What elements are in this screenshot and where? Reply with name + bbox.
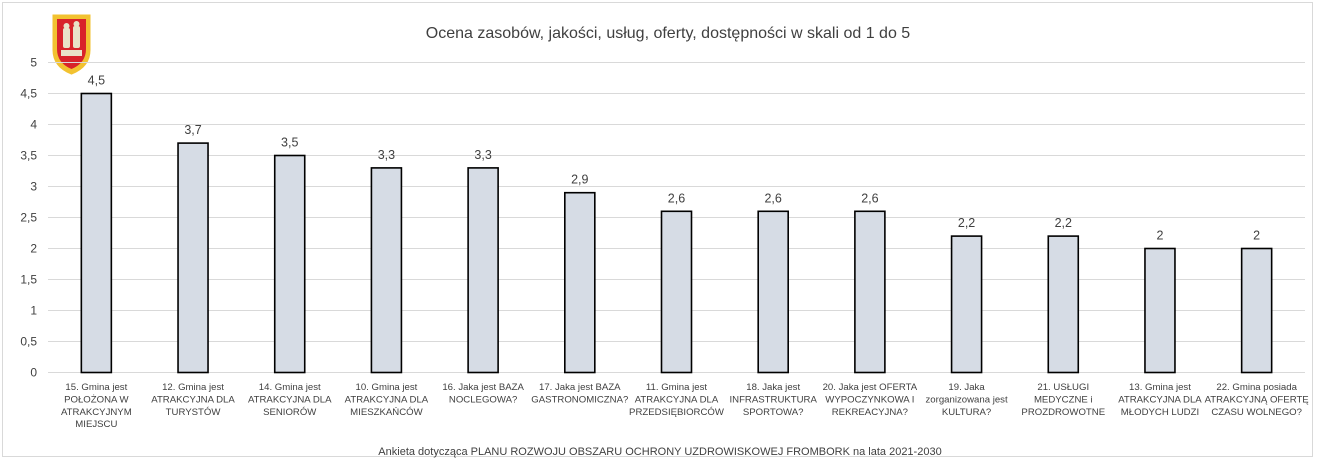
- x-tick-label: 11. Gmina jest ATRAKCYJNA DLA PRZEDSIĘBIOR…: [629, 382, 725, 418]
- bar: [854, 210, 886, 374]
- y-tick-label: 1: [30, 304, 37, 318]
- data-label: 2: [1156, 229, 1163, 243]
- x-tick-label: 12. Gmina jest ATRAKCYJNA DLA TURYSTÓW: [151, 382, 235, 418]
- y-tick-label: 0,5: [20, 335, 37, 349]
- x-tick-label: 13. Gmina jest ATRAKCYJNA DLA MŁODYCH LUDZ…: [1118, 382, 1202, 418]
- data-label: 2: [1253, 229, 1260, 243]
- bar: [757, 210, 789, 374]
- x-tick-label: 10. Gmina jest ATRAKCYJNA DLA MIESZKAŃCÓW: [345, 382, 429, 418]
- data-label: 3,7: [184, 123, 201, 137]
- y-tick-label: 4,5: [20, 87, 37, 101]
- x-tick-label: 17. Jaka jest BAZA GASTRONOMICZNA?: [531, 382, 628, 405]
- data-label: 3,3: [378, 148, 395, 162]
- data-label: 2,9: [571, 173, 588, 187]
- bar: [950, 235, 983, 374]
- data-label: 2,6: [764, 191, 781, 205]
- bar: [467, 167, 499, 374]
- x-tick-label: 14. Gmina jest ATRAKCYJNA DLA SENIORÓW: [248, 382, 332, 418]
- bar: [660, 210, 693, 374]
- gridlines: [48, 62, 1305, 373]
- y-axis-ticks: 0 0,5 1 1,5 2 2,5 3 3,5 4 4,5 5: [20, 56, 37, 380]
- bar: [1144, 247, 1176, 374]
- chart-footer: Ankieta dotycząca PLANU ROZWOJU OBSZARU …: [378, 446, 941, 458]
- y-tick-label: 5: [30, 56, 37, 70]
- coat-of-arms-icon: [52, 14, 91, 75]
- x-tick-label: 18. Jaka jest INFRASTRUKTURA SPORTOWA?: [729, 382, 817, 418]
- x-tick-label: 21. USŁUGI MEDYCZNE i PROZDROWOTNE: [1021, 382, 1105, 418]
- data-label: 2,6: [861, 191, 878, 205]
- data-label: 2,2: [958, 216, 975, 230]
- x-tick-label: 20. Jaka jest OFERTA WYPOCZYNKOWA I REKREA…: [823, 382, 918, 418]
- data-label: 3,5: [281, 136, 298, 150]
- y-tick-label: 3: [30, 180, 37, 194]
- bar: [177, 142, 209, 374]
- y-tick-label: 1,5: [20, 273, 37, 287]
- x-tick-label: 15. Gmina jest POŁOŻONA W ATRAKCYJNYM MIEJS…: [61, 382, 132, 430]
- bar: [564, 191, 596, 374]
- data-labels: 4,5 3,7 3,5 3,3 3,3 2,9 2,6 2,6 2,6 2,2 2,2 2 2: [88, 74, 1261, 243]
- y-tick-label: 0: [30, 366, 37, 380]
- bar: [273, 154, 306, 374]
- y-tick-label: 2,5: [20, 211, 37, 225]
- x-tick-label: 22. Gmina posiada ATRAKCYJNĄ OFERTĘ CZASU …: [1205, 382, 1309, 418]
- data-label: 2,2: [1055, 216, 1072, 230]
- bar: [1047, 235, 1080, 374]
- bar: [1240, 247, 1273, 374]
- x-axis-categories: 15. Gmina jest POŁOŻONA W ATRAKCYJNYM MIEJS…: [61, 382, 1309, 430]
- bar: [370, 167, 403, 374]
- x-tick-label: 19. Jaka zorganizowana jest KULTURA?: [926, 382, 1008, 418]
- y-tick-label: 3,5: [20, 149, 37, 163]
- chart-title: Ocena zasobów, jakości, usług, oferty, d…: [426, 25, 911, 42]
- data-label: 4,5: [88, 74, 105, 88]
- y-tick-label: 2: [30, 242, 37, 256]
- data-label: 3,3: [474, 148, 491, 162]
- y-tick-label: 4: [30, 118, 37, 132]
- bar: [80, 92, 113, 374]
- x-tick-label: 16. Jaka jest BAZA NOCLEGOWA?: [442, 382, 524, 405]
- data-label: 2,6: [668, 191, 685, 205]
- bars: [80, 92, 1273, 374]
